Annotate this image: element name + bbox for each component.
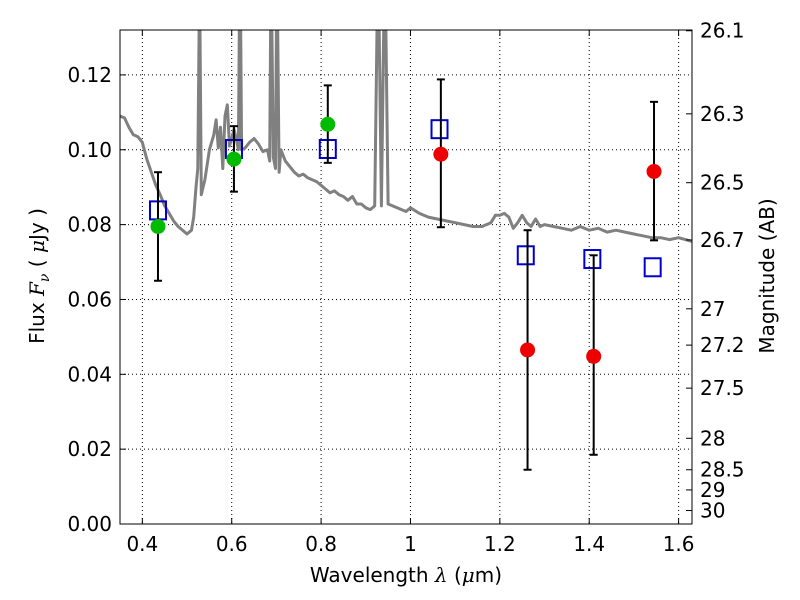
x-tick-label: 0.4 xyxy=(126,532,158,556)
x-tick-label: 0.6 xyxy=(216,532,248,556)
model-square-point xyxy=(643,257,662,278)
y-axis-title: Flux Fν ( μJy ) xyxy=(25,208,53,344)
observed-circle-point xyxy=(150,218,166,234)
y2-tick-label: 26.5 xyxy=(700,171,745,195)
x-tick-label: 1.6 xyxy=(663,532,695,556)
x-tick-label: 1.2 xyxy=(484,532,516,556)
y-tick-label: 0.12 xyxy=(67,63,112,87)
observed-circle-point xyxy=(646,163,662,179)
y2-tick-label: 27.2 xyxy=(700,333,745,357)
y-tick-label: 0.10 xyxy=(67,138,112,162)
y-tick-label: 0.00 xyxy=(67,512,112,536)
grid-lines xyxy=(120,30,692,525)
y2-tick-label: 26.3 xyxy=(700,102,745,126)
x-tick-label: 1 xyxy=(404,532,417,556)
tick-labels: 0.4 0.6 0.8 1 1.2 1.4 1.6 0.00 0.02 0.04 0.06 0.08 0… xyxy=(67,19,744,556)
y2-tick-label: 26.1 xyxy=(700,19,745,43)
plot-frame xyxy=(119,29,693,525)
y-tick-label: 0.04 xyxy=(67,362,112,386)
x-tick-label: 1.4 xyxy=(573,532,605,556)
observed-circle-point xyxy=(520,342,536,358)
observed-circle-point xyxy=(433,146,449,162)
observed-circle-point xyxy=(586,348,602,364)
model-square-point xyxy=(516,245,535,266)
y2-tick-label: 30 xyxy=(700,499,725,523)
x-tick-label: 0.8 xyxy=(305,532,337,556)
model-square-point xyxy=(430,119,449,140)
axis-ticks xyxy=(120,30,692,525)
sed-curve-layer xyxy=(120,30,692,243)
y2-tick-label: 26.7 xyxy=(700,228,745,252)
data-points-layer xyxy=(148,78,662,471)
y-tick-label: 0.06 xyxy=(67,287,112,311)
y-tick-label: 0.08 xyxy=(67,213,112,237)
y2-tick-label: 28.5 xyxy=(700,458,745,482)
y2-tick-label: 29 xyxy=(700,478,725,502)
observed-circle-point xyxy=(226,151,242,167)
x-axis-title: Wavelength λ (μm) xyxy=(310,563,502,587)
y-tick-label: 0.02 xyxy=(67,437,112,461)
sed-curve xyxy=(120,30,692,243)
observed-circle-point xyxy=(320,116,336,132)
model-square-point xyxy=(583,249,602,270)
y2-axis-title: Magnitude (AB) xyxy=(755,198,779,353)
y2-tick-label: 28 xyxy=(700,426,725,450)
y2-tick-label: 27.5 xyxy=(700,376,745,400)
y2-tick-label: 27 xyxy=(700,297,725,321)
